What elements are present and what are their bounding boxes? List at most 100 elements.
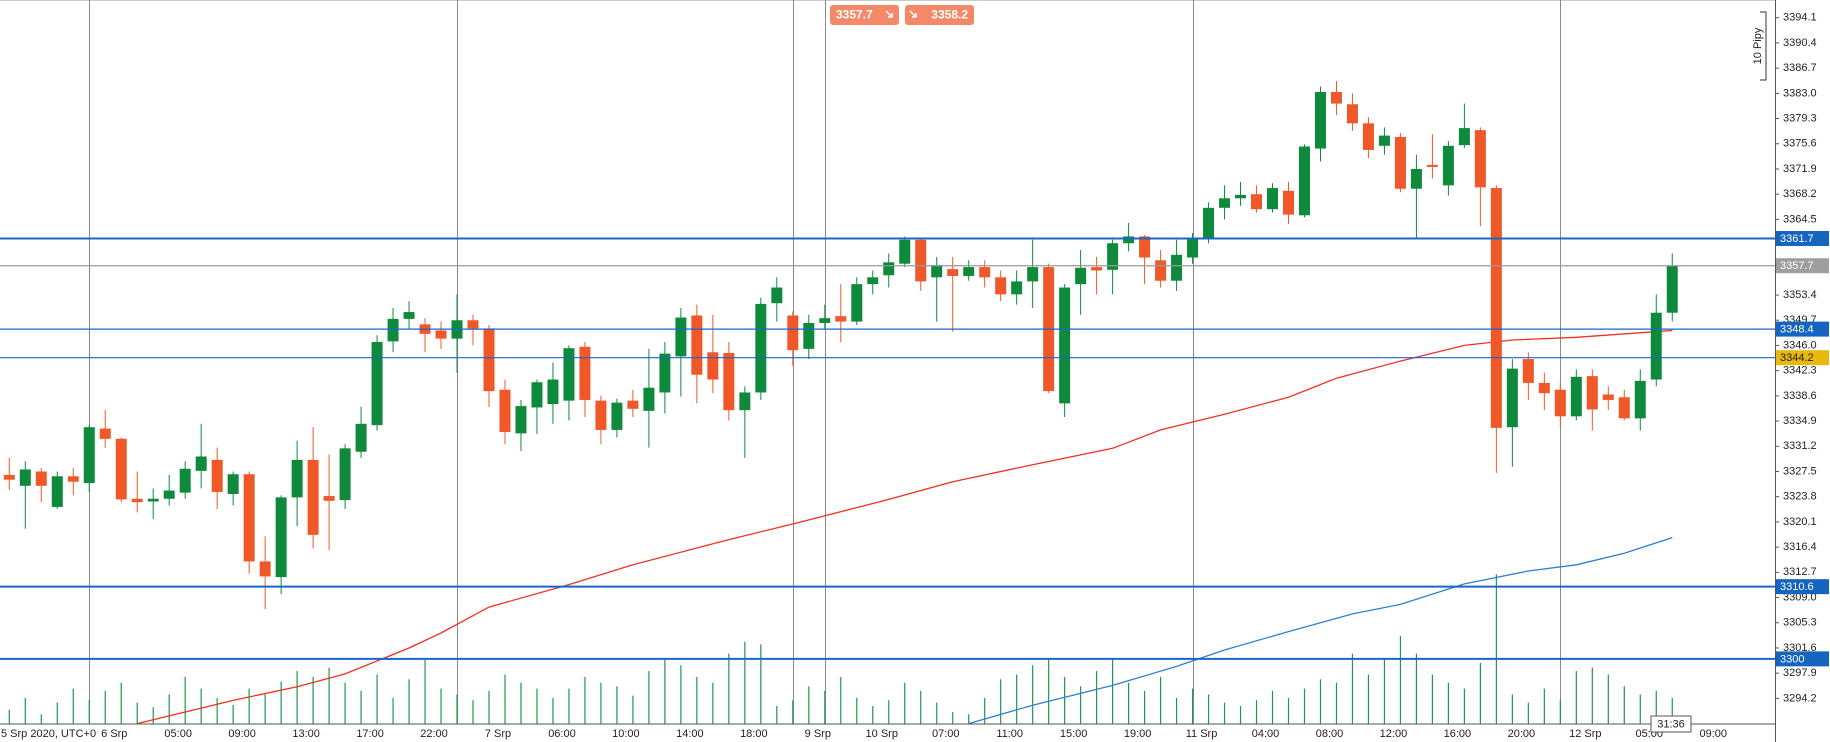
candle-body [1187,239,1199,258]
candle-body [1586,376,1598,410]
sell-button-bg[interactable] [830,5,899,25]
candle-body [403,312,415,319]
x-tick-label: 07:00 [932,728,960,740]
x-tick-label: 20:00 [1508,728,1536,740]
sell-button[interactable]: 3357.7 [830,5,899,25]
x-tick-label: 17:00 [356,728,384,740]
candle-body [1570,376,1582,417]
candle-body [1267,188,1279,210]
x-tick-label: 10:00 [612,728,640,740]
candle-body [67,476,79,482]
price-level-tag [1776,230,1829,246]
candle-body [819,318,831,323]
buy-button[interactable]: 3358.2 [905,5,974,25]
candle-body [1139,236,1151,258]
candle-body [931,265,943,278]
candles [3,81,1678,610]
y-tick-label: 3375.6 [1783,138,1817,150]
candle-body [19,469,31,486]
candle-body [51,476,63,507]
candle-body [483,328,495,392]
moving-average [137,329,1673,725]
candle-body [147,498,159,502]
x-tick-label: 15:00 [1060,728,1088,740]
y-tick-label: 3331.2 [1783,440,1817,452]
sell-price[interactable]: 3357.7 [836,8,873,22]
candle-body [659,353,671,393]
candle-body [371,342,383,426]
candle-body [1027,267,1039,282]
candle-body [1538,382,1550,394]
price-level-tag [1776,651,1829,667]
candle-body [115,438,127,500]
candle-body [1346,104,1358,124]
candle-body [787,315,799,351]
candle-body [1362,123,1374,150]
price-level-tag [1776,579,1829,595]
buy-arrow [909,10,917,18]
candle-body [1410,168,1422,189]
candle-body [1618,397,1630,419]
candle-body [1602,394,1614,400]
candle-body [179,468,191,493]
candle-body [995,277,1007,295]
x-tick-label: 14:00 [676,728,704,740]
candle-body [899,239,911,264]
candle-body [883,262,895,276]
candle-body [611,402,623,430]
candle-body [499,389,511,432]
buy-price[interactable]: 3358.2 [931,8,968,22]
moving-average [968,536,1673,725]
price-level-label: 3344.2 [1780,352,1814,364]
price-level-tag [1776,258,1829,274]
y-tick-label: 3327.5 [1783,465,1817,477]
candle-body [99,428,111,439]
x-tick-label: 22:00 [420,728,448,740]
candle-body [1666,265,1678,313]
x-tick-label: 11:00 [996,728,1023,740]
y-tick-label: 3301.6 [1783,642,1817,654]
candle-body [579,346,591,400]
price-level-tag [1776,350,1829,366]
y-tick-label: 3386.7 [1783,62,1817,74]
y-tick-label: 3368.2 [1783,188,1817,200]
candle-body [195,456,207,471]
candle-body [979,267,991,278]
candle-body [707,352,719,380]
pip-scale-label: 10 Pipy [1752,27,1764,64]
candle-body [259,561,271,577]
candle-body [1426,164,1438,167]
y-tick-label: 3297.9 [1783,667,1817,679]
candle-body [723,352,735,411]
candle-body [1442,145,1454,186]
candle-body [387,318,399,342]
x-tick-label: 11 Srp [1186,728,1218,740]
candle-body [467,320,479,329]
candle-body [1123,236,1135,244]
y-tick-label: 3353.4 [1783,289,1817,301]
price-level-label: 3348.4 [1780,324,1814,336]
candle-body [675,317,687,357]
x-tick-label: 10 Srp [866,728,898,740]
buy-button-bg[interactable] [905,5,974,25]
x-tick-label: 6 Srp [101,728,127,740]
candle-body [1490,188,1502,428]
candle-body [1650,312,1662,380]
candle-body [963,267,975,276]
candle-body [1554,389,1566,417]
y-tick-label: 3323.8 [1783,491,1817,503]
y-tick-label: 3294.2 [1783,692,1817,704]
price-levels [0,237,1775,660]
candle-body [275,497,287,578]
y-tick-label: 3305.3 [1783,617,1817,629]
candle-body [35,471,47,486]
candle-body [531,382,543,408]
candle-body [1011,281,1023,295]
y-tick-label: 3346.0 [1783,339,1817,351]
x-tick-label: 19:00 [1124,728,1152,740]
candle-body [1378,135,1390,146]
volume-bars [8,574,1673,724]
y-tick-label: 3316.4 [1783,541,1817,553]
candle-body [563,348,575,401]
